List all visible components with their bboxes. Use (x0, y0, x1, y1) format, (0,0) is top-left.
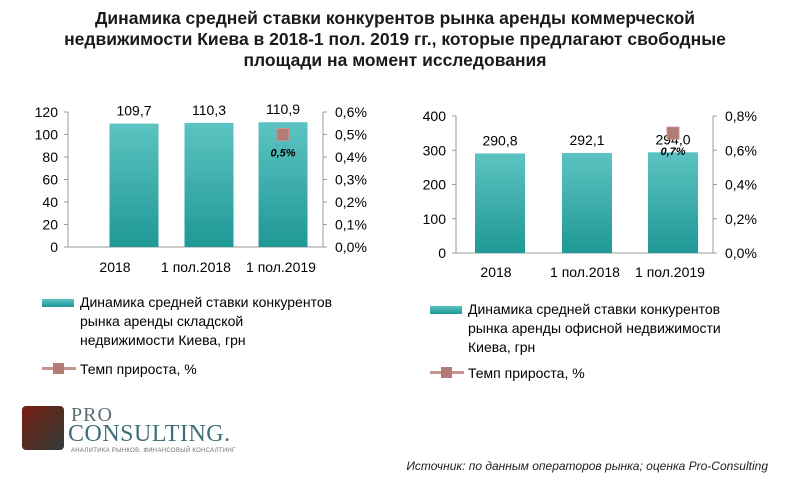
legend-label-line: Динамика средней ставки конкурентов (468, 301, 721, 317)
warehouse-right-tick-label: 0,1% (335, 217, 367, 233)
legend-label: Темп прироста, % (468, 365, 585, 381)
warehouse-left-tick-label: 40 (42, 194, 58, 210)
warehouse-legend: Динамика средней ставки конкурентов рынк… (42, 293, 382, 379)
legend-label-line: рынка аренды складской (80, 313, 244, 329)
logo-consulting-text: CONSULTING. (68, 421, 231, 447)
warehouse-left-tick-label: 100 (35, 127, 59, 143)
warehouse-growth-marker (276, 128, 290, 141)
warehouse-left-tick-label: 20 (42, 217, 58, 233)
chart-title: Динамика средней ставки конкурентов рынк… (10, 8, 780, 71)
warehouse-growth-label: 0,5% (270, 148, 295, 160)
warehouse-left-tick-label: 0 (50, 239, 58, 255)
warehouse-right-tick-label: 0,6% (335, 104, 367, 120)
warehouse-category-label: 2018 (99, 259, 130, 275)
warehouse-left-tick-label: 60 (42, 172, 58, 188)
horse-emblem-icon (22, 406, 64, 450)
legend-item-office-rent: Динамика средней ставки конкурентов рынк… (430, 300, 770, 357)
warehouse-left-tick-label: 120 (35, 104, 59, 120)
company-logo: PRO CONSULTING. АНАЛИТИКА РЫНКОВ. ФИНАНС… (22, 404, 242, 454)
warehouse-right-tick-label: 0,4% (335, 149, 367, 165)
source-note: Источник: по данным операторов рынка; оц… (406, 459, 768, 473)
legend-swatch-marker (53, 363, 64, 374)
warehouse-category-label: 1 пол.2018 (161, 259, 231, 275)
warehouse-right-tick-label: 0,0% (335, 239, 367, 255)
legend-item-growth-rate: Темп прироста, % (42, 360, 382, 379)
warehouse-bar-value-label: 109,7 (116, 103, 151, 119)
office-legend: Динамика средней ставки конкурентов рынк… (430, 300, 770, 383)
logo-tagline: АНАЛИТИКА РЫНКОВ. ФИНАНСОВЫЙ КОНСАЛТИНГ (71, 448, 236, 454)
chart-title-line-2: недвижимости Киева в 2018-1 пол. 2019 гг… (64, 29, 726, 49)
warehouse-bar (184, 122, 234, 247)
warehouse-bar (258, 122, 308, 247)
legend-label-line: рынка аренды офисной недвижимости (468, 320, 721, 336)
legend-swatch-marker (441, 367, 452, 378)
warehouse-category-label: 1 пол.2019 (246, 259, 316, 275)
warehouse-right-tick-label: 0,3% (335, 172, 367, 188)
logo-pro-text: PRO (71, 404, 113, 426)
warehouse-left-tick-label: 80 (42, 149, 58, 165)
legend-label-line: Киева, грн (468, 339, 536, 355)
legend-swatch-bar (430, 306, 462, 314)
legend-item-warehouse-rent: Динамика средней ставки конкурентов рынк… (42, 293, 382, 350)
warehouse-bar-value-label: 110,3 (192, 102, 226, 118)
legend-item-growth-rate: Темп прироста, % (430, 364, 770, 383)
warehouse-bar (109, 123, 159, 247)
warehouse-right-tick-label: 0,5% (335, 127, 367, 143)
chart-title-line-3: площади на момент исследования (243, 50, 547, 70)
chart-title-line-1: Динамика средней ставки конкурентов рынк… (94, 8, 696, 28)
legend-label: Темп прироста, % (80, 361, 197, 377)
legend-label-line: Динамика средней ставки конкурентов (80, 294, 333, 310)
legend-swatch-bar (42, 299, 74, 307)
warehouse-right-tick-label: 0,2% (335, 194, 367, 210)
warehouse-bar-value-label: 110,9 (266, 101, 300, 117)
legend-label-line: недвижимости Киева, грн (80, 332, 246, 348)
